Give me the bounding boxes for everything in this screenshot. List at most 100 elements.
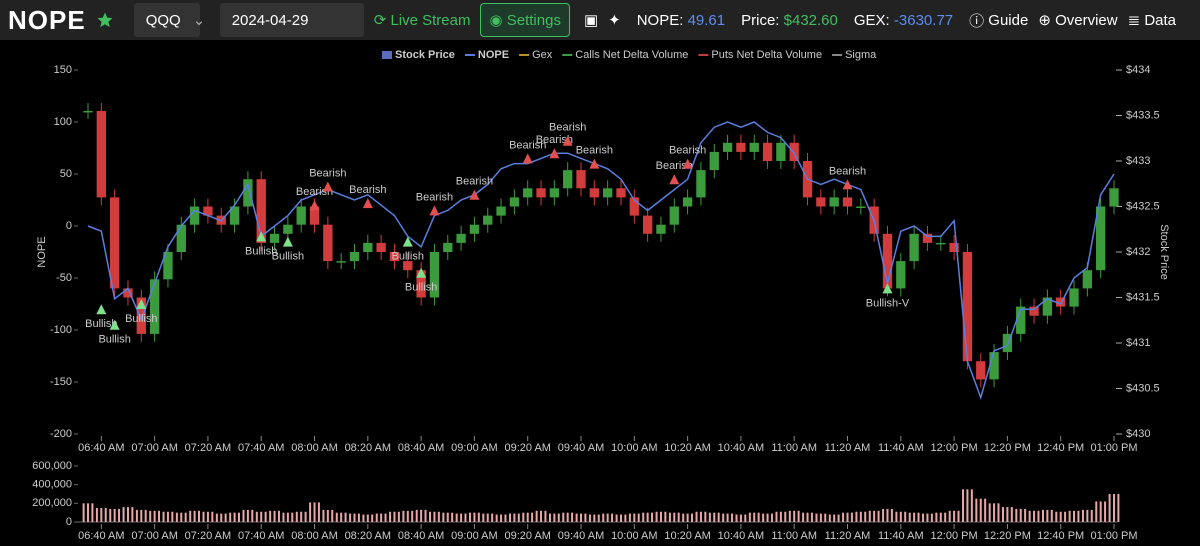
volume-bar xyxy=(233,512,236,522)
signal-marker xyxy=(136,299,147,309)
volume-bar xyxy=(748,512,751,522)
star-icon[interactable] xyxy=(96,11,114,29)
volume-bar xyxy=(158,510,161,522)
volume-bar xyxy=(171,511,174,522)
x-tick-label: 11:20 AM xyxy=(825,442,871,454)
volume-bar xyxy=(460,513,463,522)
candle xyxy=(416,270,426,298)
candle xyxy=(283,224,293,234)
volume-bar xyxy=(668,512,671,522)
candle xyxy=(789,142,799,161)
volume-bar xyxy=(886,508,889,522)
candle xyxy=(749,142,759,152)
volume-bar xyxy=(571,512,574,522)
volume-bar xyxy=(744,514,747,522)
volume-bar xyxy=(882,508,885,522)
volume-bar xyxy=(788,510,791,522)
volume-bar xyxy=(957,510,960,522)
candle xyxy=(296,206,306,225)
x-tick-label: 08:40 AM xyxy=(398,442,444,454)
volume-bar xyxy=(1019,508,1022,522)
candle xyxy=(389,252,400,262)
x-tick-label: 12:40 PM xyxy=(1037,530,1084,542)
candle xyxy=(642,215,653,234)
signal-label: Bearish xyxy=(349,184,386,196)
y-tick-label: 0 xyxy=(66,220,72,232)
candle xyxy=(109,197,120,289)
volume-bar xyxy=(309,502,312,522)
volume-bar xyxy=(735,514,738,522)
volume-bar xyxy=(91,503,94,522)
y-tick-label: -50 xyxy=(56,272,72,284)
volume-bar xyxy=(864,511,867,522)
signal-marker xyxy=(549,148,560,159)
volume-bar xyxy=(1081,509,1084,522)
signal-marker xyxy=(96,304,107,315)
volume-bar xyxy=(802,512,805,522)
y2-tick-label: $432.5 xyxy=(1126,200,1160,212)
volume-bar xyxy=(326,509,329,522)
volume-bar xyxy=(402,510,405,522)
volume-bar xyxy=(699,511,702,522)
volume-bar xyxy=(775,511,778,522)
logo[interactable]: NOPE xyxy=(8,4,86,35)
volume-bar xyxy=(206,511,209,522)
nope-value: 49.61 xyxy=(687,11,726,29)
volume-bar xyxy=(304,511,307,522)
volume-bar xyxy=(477,512,480,522)
volume-bar xyxy=(819,513,822,522)
x-tick-label: 06:40 AM xyxy=(78,530,124,542)
settings-button[interactable]: ◉ Settings xyxy=(480,3,570,37)
data-link[interactable]: ≣ Data xyxy=(1127,11,1177,30)
y2-tick-label: $433 xyxy=(1126,155,1150,167)
signal-label: Bearish xyxy=(669,145,706,157)
y-tick-label: 150 xyxy=(54,64,72,76)
discord-icon[interactable]: ▣ xyxy=(583,12,599,29)
volume-bar xyxy=(726,513,729,522)
x-tick-label: 12:00 PM xyxy=(931,442,978,454)
volume-bar xyxy=(753,512,756,522)
signal-marker xyxy=(469,189,480,200)
candle xyxy=(469,224,480,234)
x-tick-label: 11:00 AM xyxy=(771,530,817,542)
candle xyxy=(909,233,919,262)
volume-bar xyxy=(95,508,98,522)
legend-label: Stock Price xyxy=(395,49,455,61)
candle xyxy=(656,224,666,234)
signal-label: Bearish xyxy=(536,134,573,146)
volume-bar xyxy=(255,511,258,522)
candle xyxy=(989,352,999,380)
volume-bar xyxy=(508,513,511,522)
signal-label: Bullish xyxy=(405,282,437,294)
volume-bar xyxy=(850,512,853,522)
volume-bar xyxy=(855,511,858,522)
candle xyxy=(589,188,600,198)
signal-label: Bearish xyxy=(509,139,546,151)
volume-bar xyxy=(211,511,214,522)
volume-bar xyxy=(300,511,303,522)
volume-bar xyxy=(602,513,605,522)
candle xyxy=(936,242,946,245)
volume-bar xyxy=(922,513,925,522)
x-tick-label: 11:20 AM xyxy=(825,530,871,542)
volume-bar xyxy=(166,511,169,522)
y-tick-label: -150 xyxy=(50,376,72,388)
volume-bar xyxy=(966,489,969,522)
y-tick-label: 0 xyxy=(66,516,72,528)
volume-bar xyxy=(651,512,654,522)
overview-link[interactable]: ⊕ Overview xyxy=(1038,11,1118,30)
candle xyxy=(776,142,786,161)
guide-link[interactable]: ⓘ Guide xyxy=(969,11,1029,30)
date-input[interactable]: 2024-04-29 xyxy=(219,3,364,37)
signal-marker xyxy=(562,135,573,146)
live-stream[interactable]: ⟳ Live Stream xyxy=(373,11,471,30)
x-tick-label: 10:00 AM xyxy=(611,530,657,542)
volume-bar xyxy=(993,503,996,522)
twitter-icon[interactable]: ✦ xyxy=(608,12,621,29)
volume-bar xyxy=(286,512,289,522)
ticker-select[interactable]: QQQ ⌄ xyxy=(133,3,205,37)
candle xyxy=(243,179,253,207)
y-tick-label: 50 xyxy=(60,168,72,180)
volume-bar xyxy=(904,511,907,522)
signal-marker xyxy=(362,198,373,209)
